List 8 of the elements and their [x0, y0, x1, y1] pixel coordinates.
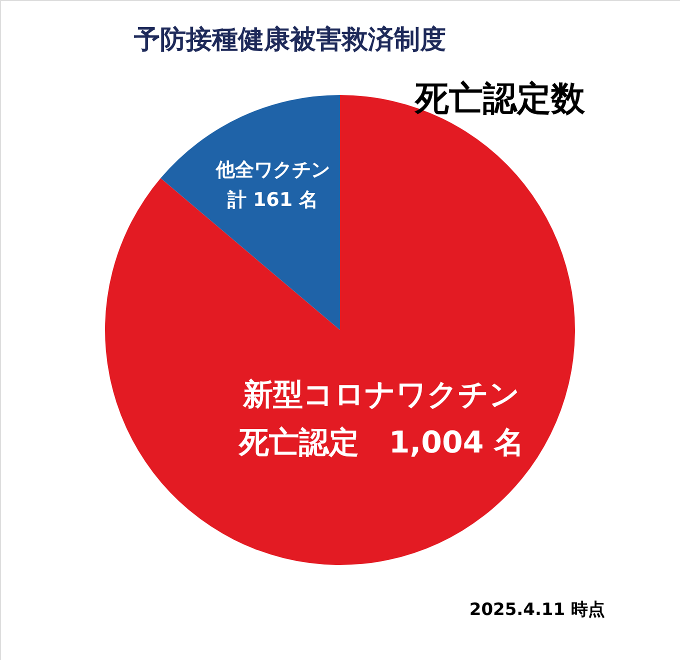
text: 2025.4.11 時点	[469, 600, 605, 620]
data-label: 計 161 名	[226, 189, 318, 212]
slice-label: 他全ワクチン	[214, 158, 330, 181]
slice-label: 新型コロナワクチン	[242, 378, 520, 413]
chart-subtitle: 死亡認定数	[414, 79, 586, 119]
pie-slice	[160, 95, 340, 330]
data-label: 死亡認定 1,004 名	[238, 426, 524, 461]
chart-title: 予防接種健康被害救済制度	[133, 25, 446, 55]
